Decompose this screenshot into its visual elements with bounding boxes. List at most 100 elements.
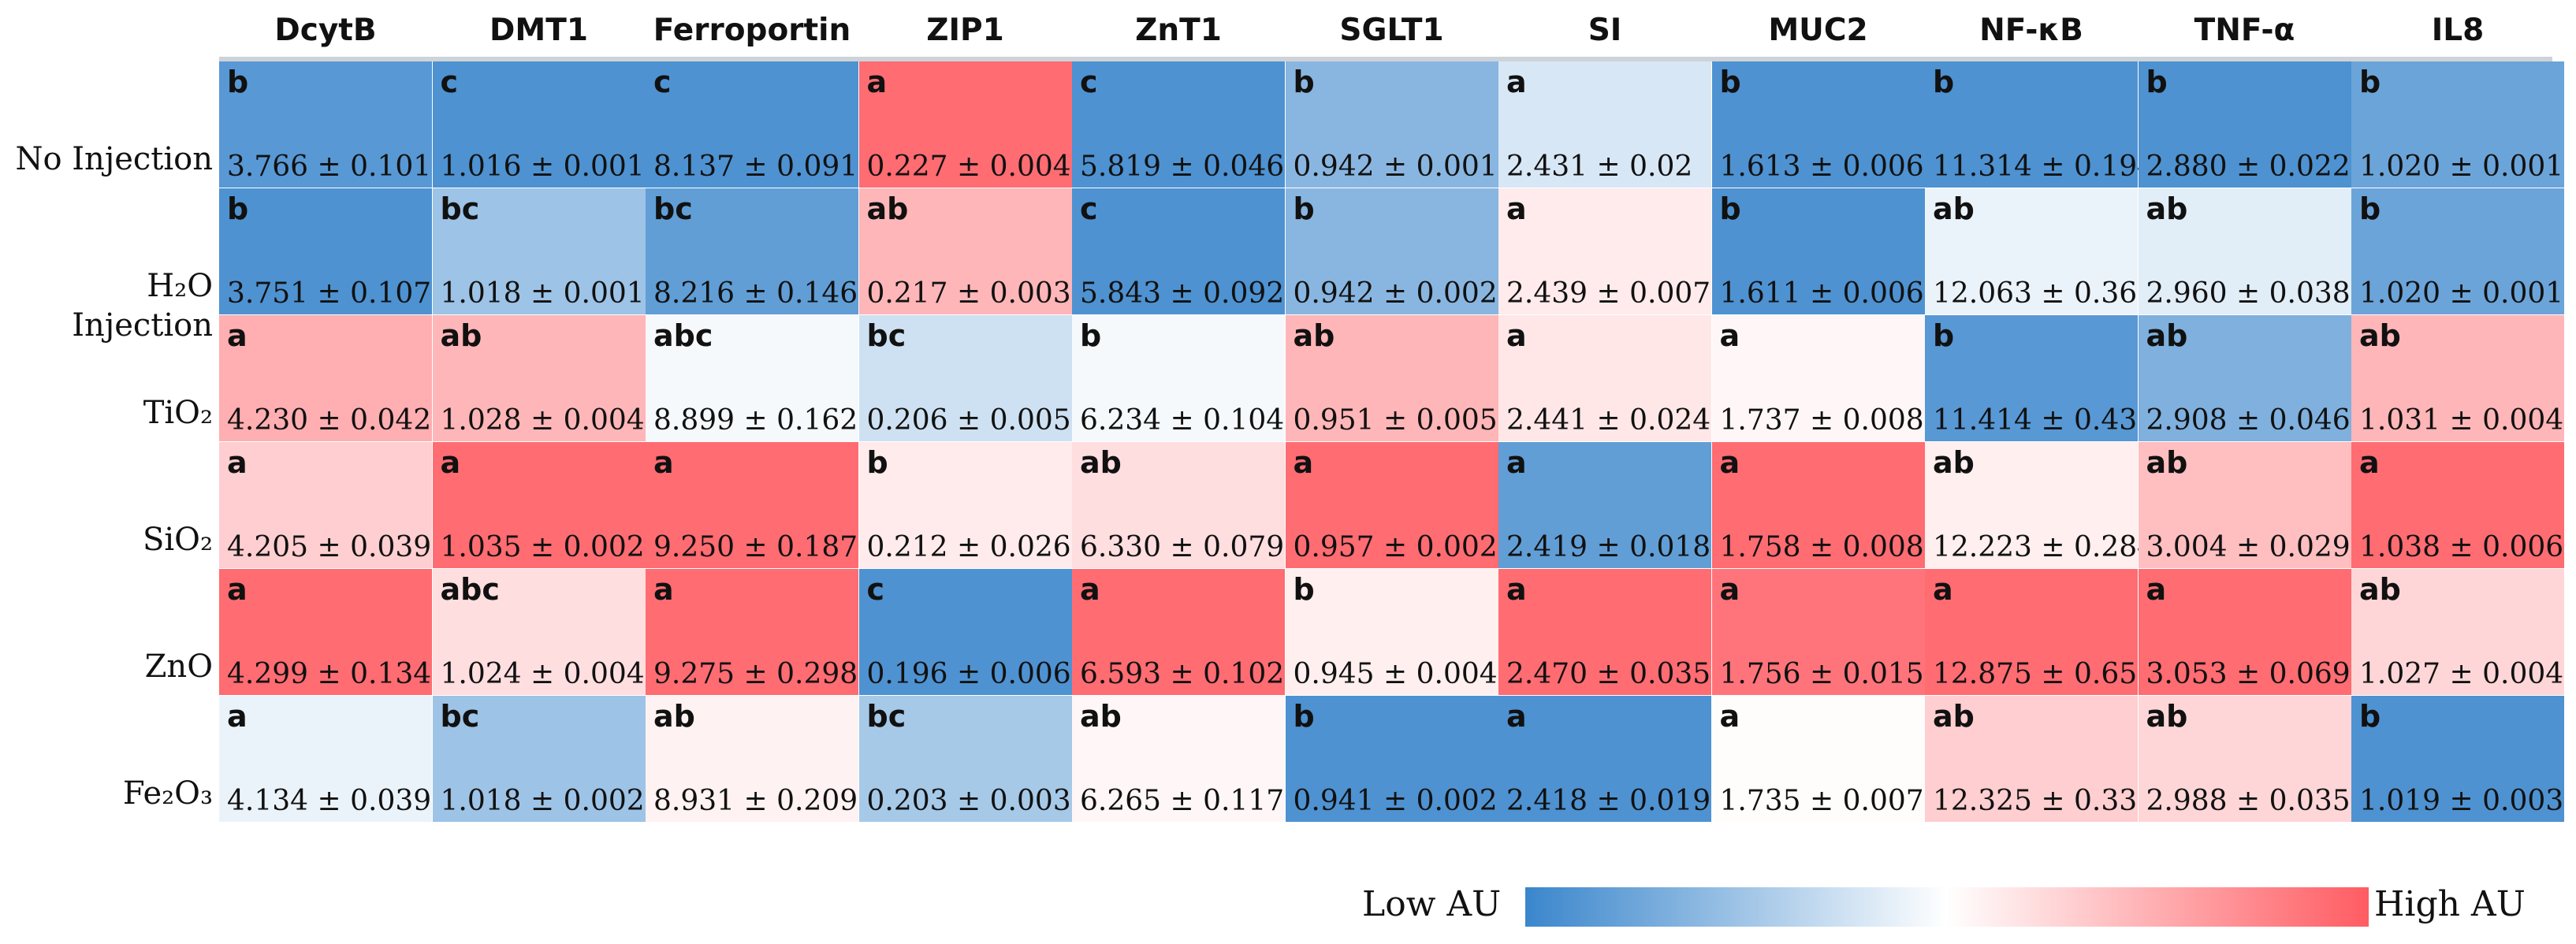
significance-letter: a	[1506, 699, 1527, 734]
cell-value: 1.613 ± 0.006	[1719, 151, 1924, 183]
heatmap-cell: a 2.439 ± 0.007	[1498, 188, 1711, 314]
significance-letter: a	[1506, 572, 1527, 607]
significance-letter: bc	[866, 699, 906, 734]
legend-low-label: Low AU	[1362, 884, 1502, 924]
heatmap-cell: a 1.756 ± 0.015	[1711, 569, 1925, 695]
significance-letter: bc	[440, 191, 480, 226]
significance-letter: a	[1719, 699, 1740, 734]
cell-value: 1.018 ± 0.001	[440, 277, 645, 310]
cell-value: 1.027 ± 0.004	[2359, 658, 2564, 690]
column-header: TNF-α	[2194, 13, 2295, 48]
heatmap-cell: a 4.299 ± 0.134	[219, 569, 432, 695]
significance-letter: ab	[2359, 572, 2401, 607]
heatmap-cell: a 9.250 ± 0.187	[646, 442, 858, 568]
significance-letter: ab	[1080, 699, 1122, 734]
column-header: IL8	[2431, 13, 2485, 48]
cell-value: 5.819 ± 0.046	[1080, 151, 1285, 183]
significance-letter: abc	[440, 572, 500, 607]
column-header: ZnT1	[1135, 13, 1222, 48]
cell-value: 0.212 ± 0.026	[866, 531, 1071, 563]
cell-value: 1.758 ± 0.008	[1719, 531, 1924, 563]
cell-value: 9.250 ± 0.187	[653, 531, 858, 563]
cell-value: 8.137 ± 0.091	[653, 151, 858, 183]
cell-value: 2.470 ± 0.035	[1506, 658, 1711, 690]
heatmap-cell: a 1.758 ± 0.008	[1711, 442, 1925, 568]
legend-color-bar	[1525, 887, 2369, 927]
significance-letter: c	[1080, 191, 1098, 226]
heatmap-cell: bc 1.018 ± 0.002	[432, 696, 646, 822]
heatmap-cell: ab 3.004 ± 0.029	[2138, 442, 2351, 568]
row-label: H₂O Injection	[72, 268, 213, 344]
cell-value: 1.737 ± 0.008	[1719, 404, 1924, 437]
cell-value: 3.751 ± 0.107	[227, 277, 432, 310]
significance-letter: a	[1933, 572, 1953, 607]
cell-value: 3.053 ± 0.069	[2146, 658, 2351, 690]
cell-value: 12.063 ± 0.367	[1933, 277, 2156, 310]
heatmap-cell: a 12.875 ± 0.65	[1925, 569, 2138, 695]
cell-value: 6.234 ± 0.104	[1080, 404, 1285, 437]
heatmap-cell: b 1.613 ± 0.006	[1711, 61, 1925, 188]
column-header: NF-κB	[1979, 13, 2083, 48]
column-header: MUC2	[1768, 13, 1868, 48]
cell-value: 1.018 ± 0.002	[440, 785, 645, 817]
significance-letter: ab	[1933, 699, 1975, 734]
significance-letter: b	[1933, 65, 1955, 99]
significance-letter: a	[1506, 65, 1527, 99]
cell-value: 1.016 ± 0.001	[440, 151, 645, 183]
significance-letter: a	[653, 572, 674, 607]
heatmap-cell: b 2.880 ± 0.022	[2138, 61, 2351, 188]
significance-letter: a	[227, 445, 248, 480]
heatmap-cell: a 2.441 ± 0.024	[1498, 315, 1711, 441]
heatmap-cell: ab 1.031 ± 0.004	[2351, 315, 2564, 441]
significance-letter: a	[227, 318, 248, 353]
significance-letter: b	[1293, 65, 1315, 99]
cell-value: 1.038 ± 0.006	[2359, 531, 2564, 563]
cell-value: 0.951 ± 0.005	[1293, 404, 1498, 437]
cell-value: 5.843 ± 0.092	[1080, 277, 1285, 310]
significance-letter: b	[2146, 65, 2168, 99]
heatmap-cell: a 4.230 ± 0.042	[219, 315, 432, 441]
significance-letter: b	[1080, 318, 1102, 353]
heatmap-cell: a 1.035 ± 0.002	[432, 442, 646, 568]
heatmap-cell: ab 12.223 ± 0.284	[1925, 442, 2155, 568]
heatmap-cell: b 0.942 ± 0.001	[1285, 61, 1498, 188]
heatmap-cell: bc 0.203 ± 0.003	[858, 696, 1072, 822]
significance-letter: b	[866, 445, 888, 480]
cell-value: 1.020 ± 0.001	[2359, 151, 2564, 183]
heatmap-cell: a 0.227 ± 0.004	[858, 61, 1072, 188]
heatmap-cell: a 2.419 ± 0.018	[1498, 442, 1711, 568]
cell-value: 0.942 ± 0.002	[1293, 277, 1498, 310]
cell-value: 1.019 ± 0.003	[2359, 785, 2564, 817]
significance-letter: a	[227, 699, 248, 734]
heatmap-cell: c 1.016 ± 0.001	[432, 61, 646, 188]
heatmap-cell: b 3.766 ± 0.101	[219, 61, 432, 188]
row-label: No Injection	[15, 141, 213, 177]
heatmap-cell: b 1.020 ± 0.001	[2351, 188, 2564, 314]
significance-letter: b	[2359, 65, 2381, 99]
significance-letter: ab	[2359, 318, 2401, 353]
cell-value: 4.230 ± 0.042	[227, 404, 432, 437]
heatmap-cell: ab 6.265 ± 0.117	[1072, 696, 1285, 822]
significance-letter: ab	[1293, 318, 1335, 353]
significance-letter: abc	[653, 318, 713, 353]
heatmap-cell: b 11.314 ± 0.194	[1925, 61, 2155, 188]
significance-letter: a	[2146, 572, 2167, 607]
heatmap-cell: a 1.737 ± 0.008	[1711, 315, 1925, 441]
heatmap-cell: ab 2.960 ± 0.038	[2138, 188, 2351, 314]
cell-value: 1.035 ± 0.002	[440, 531, 645, 563]
significance-letter: ab	[866, 191, 909, 226]
column-header: SGLT1	[1339, 13, 1444, 48]
heatmap-cell: a 6.593 ± 0.102	[1072, 569, 1285, 695]
cell-value: 2.419 ± 0.018	[1506, 531, 1711, 563]
cell-value: 3.766 ± 0.101	[227, 151, 432, 183]
cell-value: 12.223 ± 0.284	[1933, 531, 2156, 563]
cell-value: 1.020 ± 0.001	[2359, 277, 2564, 310]
cell-value: 2.431 ± 0.02	[1506, 151, 1693, 183]
significance-letter: bc	[653, 191, 693, 226]
heatmap-cell: ab 2.988 ± 0.035	[2138, 696, 2351, 822]
heatmap-cell: c 5.843 ± 0.092	[1072, 188, 1285, 314]
significance-letter: c	[1080, 65, 1098, 99]
cell-value: 4.299 ± 0.134	[227, 658, 432, 690]
heatmap-cell: b 11.414 ± 0.431	[1925, 315, 2155, 441]
